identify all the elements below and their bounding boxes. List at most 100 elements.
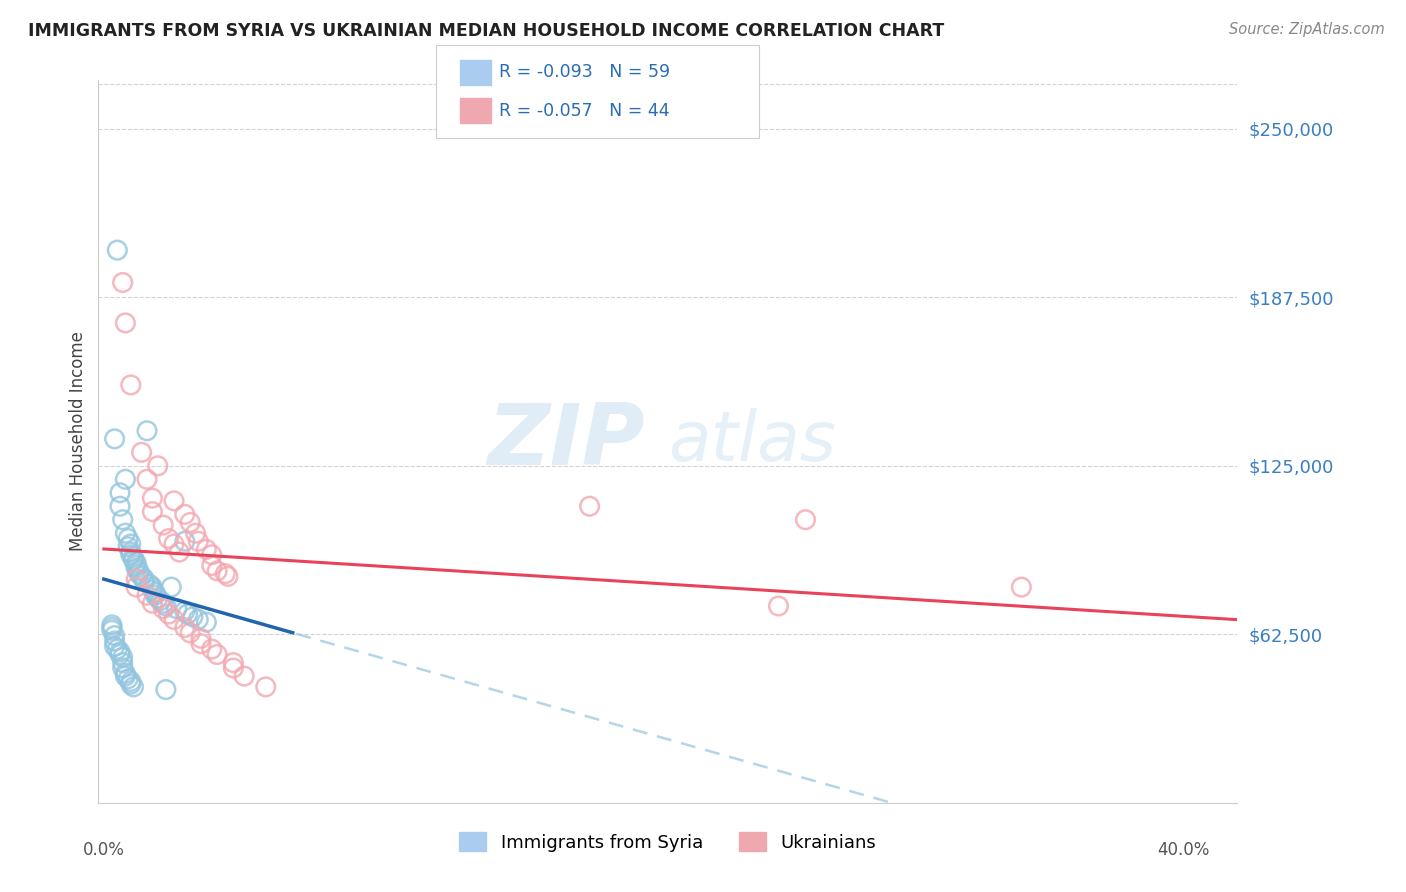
Point bbox=[195, 615, 218, 630]
Point bbox=[1010, 580, 1032, 594]
Point bbox=[101, 621, 124, 635]
Point bbox=[157, 607, 180, 621]
Point bbox=[201, 548, 224, 562]
Point bbox=[114, 472, 136, 486]
Point bbox=[141, 505, 163, 519]
Point bbox=[104, 640, 127, 654]
Point bbox=[146, 458, 169, 473]
Point bbox=[152, 518, 174, 533]
Point bbox=[120, 674, 142, 689]
Point bbox=[214, 566, 236, 581]
Point bbox=[141, 580, 163, 594]
Point bbox=[117, 672, 139, 686]
Point bbox=[155, 599, 177, 613]
Point bbox=[163, 493, 186, 508]
Point bbox=[105, 642, 128, 657]
Point bbox=[128, 566, 150, 581]
Point bbox=[233, 669, 256, 683]
Point bbox=[125, 558, 148, 573]
Point bbox=[134, 572, 156, 586]
Point bbox=[146, 591, 169, 605]
Point bbox=[187, 534, 209, 549]
Point bbox=[111, 513, 134, 527]
Point bbox=[163, 612, 186, 626]
Point bbox=[122, 550, 145, 565]
Point bbox=[108, 645, 131, 659]
Point bbox=[125, 556, 148, 570]
Point bbox=[152, 596, 174, 610]
Point bbox=[578, 500, 600, 514]
Point bbox=[108, 500, 131, 514]
Text: R = -0.057   N = 44: R = -0.057 N = 44 bbox=[499, 102, 669, 120]
Text: 0.0%: 0.0% bbox=[83, 840, 125, 858]
Point bbox=[125, 561, 148, 575]
Point bbox=[141, 491, 163, 505]
Y-axis label: Median Household Income: Median Household Income bbox=[69, 332, 87, 551]
Point bbox=[108, 648, 131, 662]
Point bbox=[117, 540, 139, 554]
Point bbox=[173, 621, 195, 635]
Point bbox=[157, 532, 180, 546]
Point bbox=[122, 680, 145, 694]
Point bbox=[155, 682, 177, 697]
Point bbox=[104, 634, 127, 648]
Point bbox=[111, 650, 134, 665]
Point bbox=[131, 569, 153, 583]
Point bbox=[105, 243, 128, 257]
Point bbox=[114, 316, 136, 330]
Point bbox=[111, 656, 134, 670]
Point bbox=[125, 580, 148, 594]
Point bbox=[163, 537, 186, 551]
Point bbox=[179, 626, 201, 640]
Point bbox=[141, 582, 163, 597]
Point bbox=[125, 572, 148, 586]
Point bbox=[101, 624, 124, 638]
Point bbox=[169, 545, 191, 559]
Point bbox=[166, 601, 188, 615]
Point bbox=[136, 588, 159, 602]
Point bbox=[184, 526, 207, 541]
Text: R = -0.093   N = 59: R = -0.093 N = 59 bbox=[499, 63, 671, 81]
Point bbox=[160, 580, 183, 594]
Point bbox=[120, 548, 142, 562]
Point bbox=[195, 542, 218, 557]
Point bbox=[120, 378, 142, 392]
Point bbox=[120, 537, 142, 551]
Point bbox=[222, 656, 245, 670]
Point bbox=[143, 588, 166, 602]
Point bbox=[217, 569, 239, 583]
Point bbox=[143, 585, 166, 599]
Text: IMMIGRANTS FROM SYRIA VS UKRAINIAN MEDIAN HOUSEHOLD INCOME CORRELATION CHART: IMMIGRANTS FROM SYRIA VS UKRAINIAN MEDIA… bbox=[28, 22, 945, 40]
Point bbox=[173, 508, 195, 522]
Point bbox=[108, 485, 131, 500]
Point bbox=[117, 532, 139, 546]
Point bbox=[768, 599, 790, 613]
Point bbox=[149, 593, 172, 607]
Text: 40.0%: 40.0% bbox=[1157, 840, 1209, 858]
Point bbox=[205, 564, 228, 578]
Point bbox=[104, 432, 127, 446]
Point bbox=[190, 637, 212, 651]
Point bbox=[179, 516, 201, 530]
Point bbox=[104, 629, 127, 643]
Point bbox=[136, 472, 159, 486]
Point bbox=[187, 612, 209, 626]
Point bbox=[111, 276, 134, 290]
Text: atlas: atlas bbox=[668, 408, 835, 475]
Point bbox=[201, 642, 224, 657]
Point bbox=[205, 648, 228, 662]
Point bbox=[138, 577, 160, 591]
Text: Source: ZipAtlas.com: Source: ZipAtlas.com bbox=[1229, 22, 1385, 37]
Point bbox=[114, 526, 136, 541]
Point bbox=[114, 669, 136, 683]
Point bbox=[111, 661, 134, 675]
Point bbox=[152, 601, 174, 615]
Point bbox=[201, 558, 224, 573]
Point bbox=[131, 445, 153, 459]
Point bbox=[173, 604, 195, 618]
Point bbox=[136, 424, 159, 438]
Point bbox=[122, 553, 145, 567]
Text: ZIP: ZIP bbox=[488, 400, 645, 483]
Point bbox=[222, 661, 245, 675]
Legend: Immigrants from Syria, Ukrainians: Immigrants from Syria, Ukrainians bbox=[453, 825, 883, 859]
